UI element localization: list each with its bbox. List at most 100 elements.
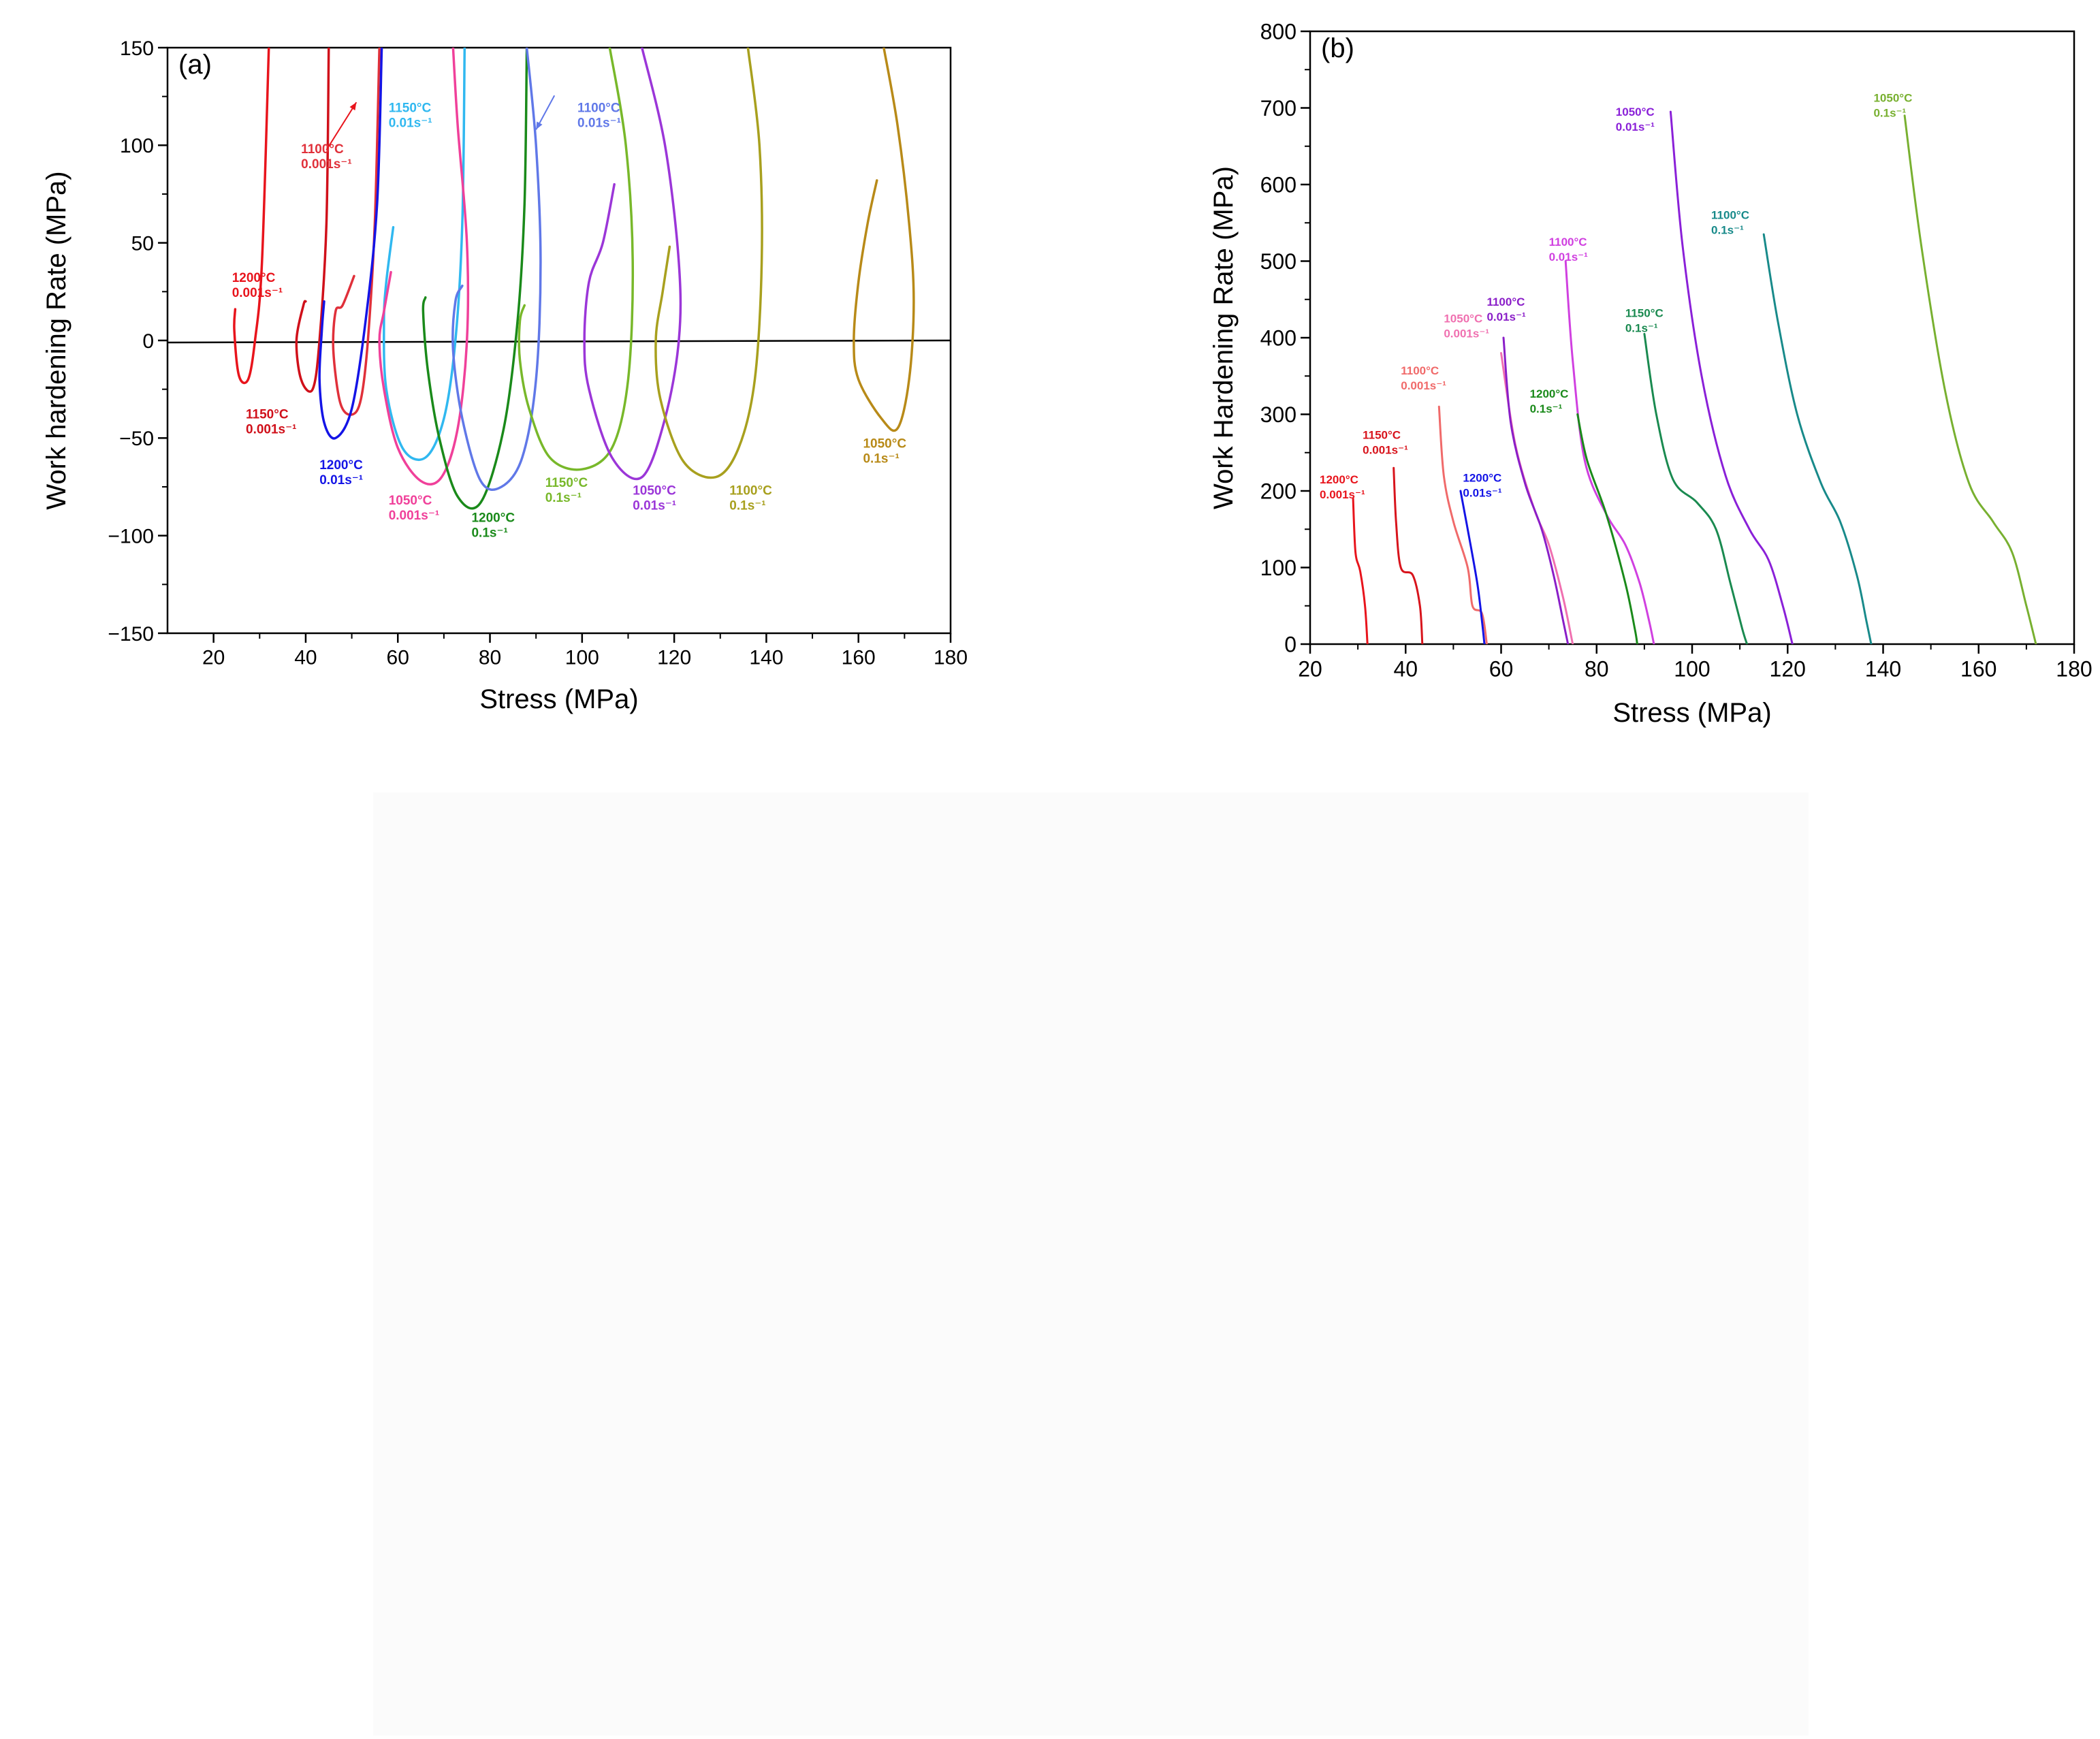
series-label: 1150°C (389, 101, 432, 116)
series-line (1393, 466, 1424, 644)
series-label: 1100°C (729, 483, 772, 498)
plot-area (233, 48, 915, 510)
x-tick-label: 100 (1674, 657, 1710, 682)
series-line (853, 48, 915, 432)
series-label: 1200°C (232, 271, 276, 285)
y-tick-label: 400 (1260, 326, 1296, 351)
series-label: 0.01s⁻¹ (1463, 487, 1502, 500)
annotation-arrow (325, 101, 357, 150)
series-line (378, 48, 470, 485)
series-label: 1200°C (319, 458, 363, 473)
x-tick-label: 60 (387, 647, 409, 669)
series-label: 0.001s⁻¹ (232, 286, 283, 300)
zero-line (167, 339, 951, 344)
series-label: 0.1s⁻¹ (863, 452, 899, 466)
y-axis-title: Work hardening Rate (MPa) (42, 171, 71, 509)
series-label: 1050°C (1616, 106, 1655, 118)
series-label: 1050°C (863, 437, 906, 451)
x-tick-label: 120 (1770, 657, 1806, 682)
x-tick-label: 140 (1865, 657, 1901, 682)
panel-a: 20 40 60 80 100 120 140 160 180 −150 −100 −50 0 50 100… (42, 37, 968, 714)
series-line (1502, 336, 1570, 644)
y-tick-label: 0 (1284, 633, 1296, 657)
series-line (295, 48, 330, 393)
series-label: 1150°C (246, 408, 289, 422)
x-tick-label: 80 (1585, 657, 1609, 682)
y-tick-label: 50 (131, 232, 154, 255)
series-line (1903, 114, 2037, 644)
series-label: 1100°C (1401, 364, 1439, 377)
series-line (518, 48, 635, 471)
series-line (654, 48, 763, 479)
series-label: 0.01s⁻¹ (633, 498, 676, 513)
y-tick-label: 700 (1260, 96, 1296, 121)
series-label: 1050°C (1444, 313, 1482, 325)
y-tick-label: 800 (1260, 20, 1296, 44)
y-tick-label: 100 (1260, 556, 1296, 580)
series-line (318, 48, 383, 440)
annotation-arrowhead (349, 102, 357, 111)
series-label: 0.1s⁻¹ (1625, 322, 1658, 335)
series-label: 0.1s⁻¹ (729, 498, 765, 513)
y-tick-label: 600 (1260, 173, 1296, 197)
panel-label: (b) (1321, 33, 1354, 63)
y-tick-label: 300 (1260, 402, 1296, 427)
y-tick-label: −150 (108, 623, 154, 645)
series-label: 1150°C (1625, 307, 1664, 320)
series-label: 0.001s⁻¹ (246, 423, 296, 437)
series-label: 1050°C (633, 483, 676, 498)
series-label: 0.1s⁻¹ (545, 491, 582, 505)
x-axis-title: Stress (MPa) (1612, 698, 1771, 728)
series-line (1762, 233, 1873, 644)
x-tick-label: 20 (202, 647, 225, 669)
annotation-arrowhead (536, 121, 543, 130)
panel-label: (a) (178, 50, 212, 80)
series-label: 0.1s⁻¹ (1530, 402, 1563, 415)
x-tick-label: 40 (1393, 657, 1418, 682)
y-tick-label: 500 (1260, 249, 1296, 274)
series-label: 0.1s⁻¹ (1711, 224, 1744, 237)
series-line (1643, 332, 1749, 644)
series-label: 0.001s⁻¹ (1363, 444, 1408, 457)
series-label: 1100°C (1711, 209, 1749, 222)
series-label: 1100°C (1486, 296, 1525, 308)
x-tick-label: 180 (2056, 657, 2092, 682)
y-tick-label: −50 (119, 428, 154, 450)
series-label: 0.01s⁻¹ (1616, 121, 1655, 133)
y-tick-label: 100 (120, 135, 154, 157)
y-tick-label: 150 (120, 37, 154, 60)
series-line (1352, 497, 1369, 644)
series-label: 1100°C (577, 101, 620, 116)
x-tick-label: 180 (934, 647, 968, 669)
series-line (233, 48, 270, 385)
x-tick-label: 40 (294, 647, 317, 669)
series-label: 1050°C (1873, 92, 1912, 105)
y-axis-title: Work Hardening Rate (MPa) (1209, 166, 1239, 509)
series-label: 0.001s⁻¹ (1444, 328, 1489, 340)
x-tick-label: 160 (842, 647, 876, 669)
x-tick-label: 100 (565, 647, 599, 669)
series-label: 0.01s⁻¹ (389, 116, 432, 131)
series-label: 1200°C (1530, 387, 1569, 400)
series-label: 0.1s⁻¹ (1873, 107, 1906, 120)
panel-c-background (373, 793, 1809, 1736)
series-label: 0.001s⁻¹ (1401, 379, 1446, 392)
x-axis-title: Stress (MPa) (479, 684, 638, 714)
x-tick-label: 20 (1298, 657, 1322, 682)
series-label: 0.01s⁻¹ (1486, 310, 1526, 323)
plot-frame (1309, 30, 2075, 645)
series-label: 0.001s⁻¹ (389, 509, 439, 523)
series-label: 0.01s⁻¹ (577, 116, 621, 131)
x-tick-label: 120 (657, 647, 691, 669)
x-tick-label: 80 (479, 647, 501, 669)
series-label: 1100°C (1549, 236, 1587, 249)
x-tick-label: 160 (1960, 657, 1996, 682)
y-tick-label: 200 (1260, 479, 1296, 504)
plot-area (1352, 110, 2037, 644)
y-tick-label: 0 (142, 330, 154, 353)
series-line (421, 48, 528, 510)
series-line (1459, 490, 1486, 644)
series-label: 1200°C (1463, 472, 1501, 485)
y-tick-label: −100 (108, 525, 154, 547)
